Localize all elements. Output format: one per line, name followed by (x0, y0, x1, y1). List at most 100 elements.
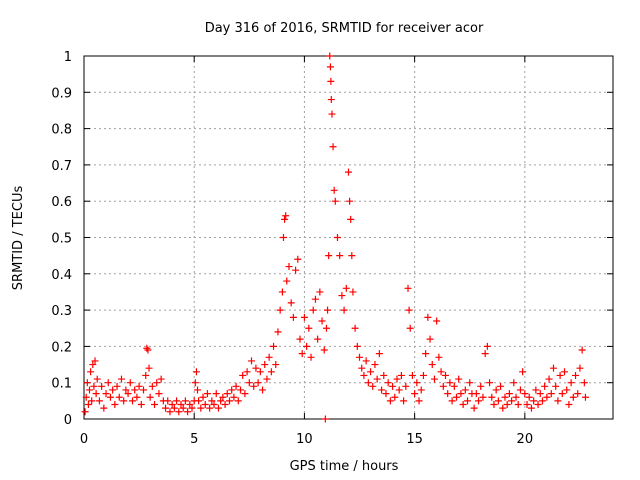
data-point (375, 350, 383, 358)
data-point (177, 400, 185, 408)
data-point (197, 404, 205, 412)
data-point (155, 390, 163, 398)
data-point (501, 393, 509, 401)
data-point (481, 350, 489, 358)
data-point (395, 386, 403, 394)
data-point (201, 400, 209, 408)
data-point (191, 379, 199, 387)
data-point (298, 350, 306, 358)
data-point (199, 393, 207, 401)
data-point (283, 277, 291, 285)
data-point (281, 215, 289, 223)
data-point (232, 382, 240, 390)
data-point (503, 400, 511, 408)
data-point (453, 393, 461, 401)
data-point (552, 382, 560, 390)
data-point (287, 299, 295, 307)
data-point (328, 110, 336, 118)
data-point (81, 408, 89, 416)
data-point (569, 393, 577, 401)
data-point (267, 368, 275, 376)
data-point (153, 379, 161, 387)
data-point (124, 390, 132, 398)
data-point (536, 390, 544, 398)
data-point (311, 295, 319, 303)
data-point (89, 361, 97, 369)
data-point (367, 368, 375, 376)
data-point (527, 404, 535, 412)
data-point (259, 386, 267, 394)
data-point (148, 382, 156, 390)
data-point (494, 397, 502, 405)
y-tick-label: 1 (64, 50, 72, 65)
data-point (265, 353, 273, 361)
data-point (144, 346, 152, 354)
data-point (428, 361, 436, 369)
data-point (342, 284, 350, 292)
data-point (314, 335, 322, 343)
data-point (554, 397, 562, 405)
data-point (117, 375, 125, 383)
data-point (296, 335, 304, 343)
chart-title: Day 316 of 2016, SRMTID for receiver aco… (205, 21, 484, 36)
data-point (248, 357, 256, 365)
data-point (464, 397, 472, 405)
data-point (360, 371, 368, 379)
data-point (426, 335, 434, 343)
data-point (470, 404, 478, 412)
data-point (285, 263, 293, 271)
data-point (532, 386, 540, 394)
x-tick-label: 20 (517, 432, 534, 447)
y-tick-label: 0.4 (51, 268, 72, 283)
data-point (435, 353, 443, 361)
y-tick-label: 0.5 (51, 232, 72, 247)
data-point (168, 400, 176, 408)
data-point (437, 368, 445, 376)
data-point (254, 379, 262, 387)
data-point (111, 400, 119, 408)
data-point (188, 404, 196, 412)
data-point (88, 397, 96, 405)
data-point (228, 386, 236, 394)
data-point (270, 342, 278, 350)
data-point (272, 361, 280, 369)
data-point (206, 404, 214, 412)
data-point (459, 400, 467, 408)
x-tick-label: 5 (190, 432, 198, 447)
data-point (549, 364, 557, 372)
data-point (391, 393, 399, 401)
y-tick-label: 0.1 (51, 377, 72, 392)
y-tick-label: 0.9 (51, 86, 72, 101)
data-point (373, 375, 381, 383)
data-point (243, 368, 251, 376)
data-point (362, 357, 370, 365)
data-point (93, 375, 101, 383)
data-point (514, 400, 522, 408)
data-point (84, 400, 92, 408)
data-point (348, 252, 356, 260)
y-tick-label: 0 (64, 413, 72, 428)
data-point (486, 379, 494, 387)
data-point (413, 379, 421, 387)
data-point (223, 390, 231, 398)
y-tick-label: 0.2 (51, 340, 72, 355)
data-point (170, 404, 178, 412)
data-point (131, 386, 139, 394)
data-point (120, 397, 128, 405)
data-point (333, 234, 341, 241)
data-point (219, 393, 227, 401)
data-point (289, 313, 297, 321)
data-point (580, 379, 588, 387)
data-point (330, 186, 338, 194)
data-point (208, 397, 216, 405)
data-point (146, 393, 154, 401)
data-point (338, 292, 346, 300)
data-point (250, 382, 258, 390)
data-point (83, 379, 91, 387)
data-point (221, 400, 229, 408)
data-point (386, 397, 394, 405)
data-point (162, 404, 170, 412)
x-tick-label: 0 (80, 432, 88, 447)
data-point (492, 386, 500, 394)
